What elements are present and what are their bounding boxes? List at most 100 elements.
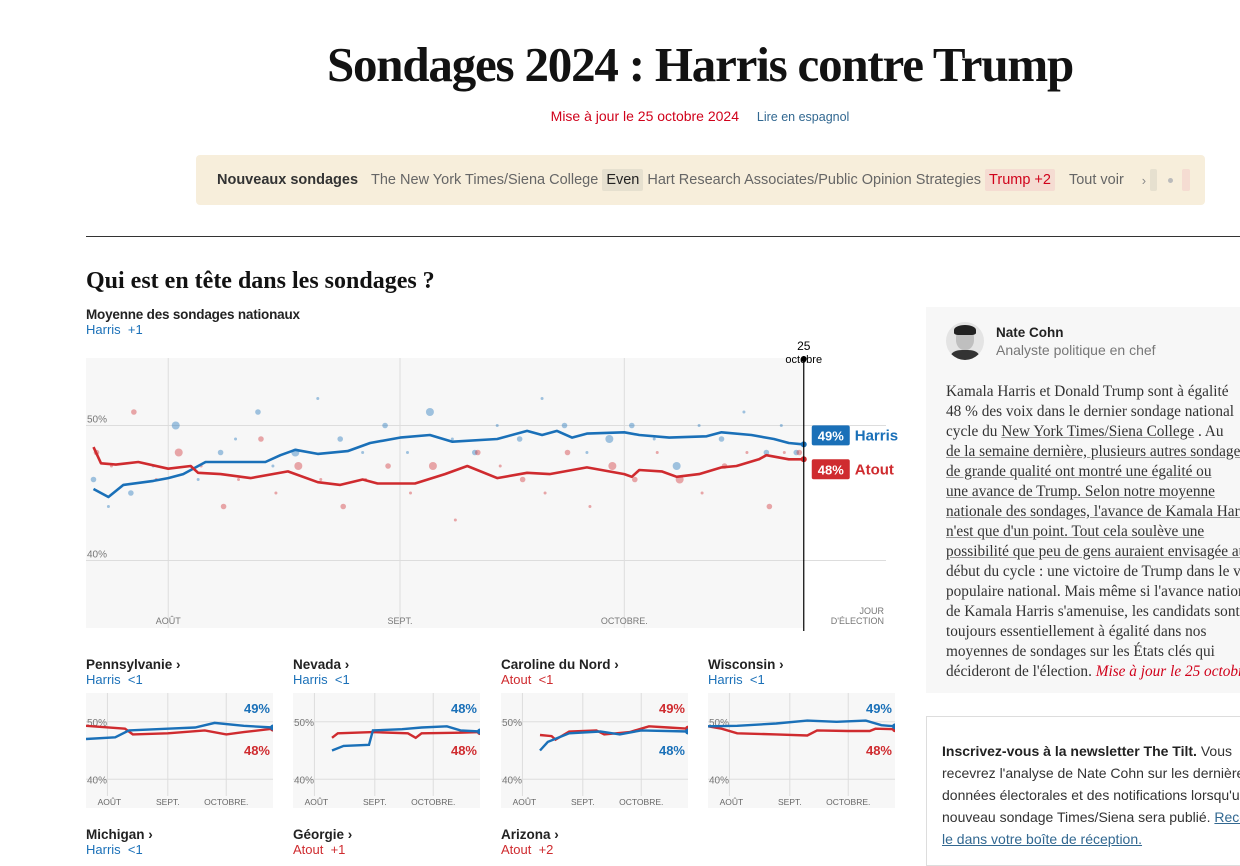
state-mini-chart: 50% 40% AOÛT SEPT. OCTOBRE. 48% 49% bbox=[501, 693, 688, 808]
newsletter-signup-link[interactable]: le dans votre boîte de réception. bbox=[942, 831, 1143, 847]
poll-dot-harris bbox=[106, 505, 110, 508]
end-label-box bbox=[811, 425, 850, 446]
state-name[interactable]: Caroline du Nord › bbox=[501, 657, 619, 672]
state-name[interactable]: Nevada › bbox=[293, 657, 350, 672]
y-tick-label: 40% bbox=[87, 775, 107, 786]
x-tick-label: AOÛT bbox=[513, 797, 537, 807]
today-label-month: octobre bbox=[785, 354, 822, 366]
y-tick-label: 40% bbox=[709, 775, 729, 786]
article-link[interactable]: de grande qualité ont montré une égalité… bbox=[946, 463, 1212, 480]
x-tick-label: OCTOBRE. bbox=[411, 797, 455, 807]
poll-dot-harris bbox=[585, 451, 589, 454]
series-line-harris bbox=[92, 429, 804, 499]
poll-dot-trump bbox=[408, 491, 412, 495]
article-link[interactable]: n'est que d'un point. Tout cela soulève … bbox=[946, 523, 1205, 540]
lead-candidate: Atout bbox=[501, 672, 532, 687]
state-name[interactable]: Wisconsin › bbox=[708, 657, 784, 672]
text: moyennes de sondages sur les États clés … bbox=[946, 643, 1215, 660]
lead-candidate: Harris bbox=[86, 842, 121, 857]
text: cycle du bbox=[946, 423, 1002, 440]
poll-dot-harris bbox=[672, 462, 681, 470]
series-line-harris bbox=[539, 729, 688, 752]
author-role: Analyste politique en chef bbox=[996, 341, 1156, 358]
poll-dot-harris bbox=[718, 436, 725, 442]
poll-dot-trump bbox=[543, 491, 547, 495]
harris-end-label: 49% bbox=[244, 701, 270, 716]
poll-dot-harris bbox=[425, 408, 434, 416]
state-name[interactable]: Pennsylvanie › bbox=[86, 657, 181, 672]
article-link[interactable]: une avance de Trump. Selon notre moyenne bbox=[946, 483, 1215, 500]
poll-dot-harris bbox=[540, 397, 544, 400]
state-chart-4[interactable]: Michigan › Harris <1 bbox=[86, 827, 274, 857]
poll-source[interactable]: The New York Times/Siena College bbox=[371, 172, 599, 188]
newsletter-box: Inscrivez-vous à la newsletter The Tilt.… bbox=[926, 716, 1240, 866]
poll-dot-trump bbox=[782, 451, 786, 454]
lead-margin: +1 bbox=[127, 322, 143, 337]
poll-dot-trump bbox=[564, 449, 571, 456]
y-tick-label: 40% bbox=[294, 775, 314, 786]
text-line: moyennes de sondages sur les États clés … bbox=[946, 642, 1240, 662]
state-name[interactable]: Michigan › bbox=[86, 827, 153, 842]
x-tick-label: SEPT. bbox=[571, 797, 595, 807]
series-line-trump bbox=[86, 724, 273, 736]
harris-end-label: 49% bbox=[866, 701, 892, 716]
state-chart-3[interactable]: Wisconsin › Harris <1 50% 40% AOÛT SEPT. OCTOB… bbox=[708, 657, 896, 808]
x-tick-label: AOÛT bbox=[720, 797, 744, 807]
lead-candidate: Harris bbox=[86, 322, 121, 337]
poll-dot-trump bbox=[655, 451, 659, 454]
state-chart-6[interactable]: Arizona › Atout +2 bbox=[501, 827, 689, 857]
series-line-trump bbox=[331, 730, 480, 740]
state-chart-5[interactable]: Géorgie › Atout +1 bbox=[293, 827, 481, 857]
poll-dot-harris bbox=[652, 437, 656, 441]
newsletter-text: recevrez l'analyse de Nate Cohn sur les … bbox=[942, 765, 1240, 781]
state-chart-2[interactable]: Caroline du Nord › Atout <1 50% 40% AOÛT SEPT… bbox=[501, 657, 689, 808]
poll-dot-trump bbox=[294, 462, 303, 470]
state-lead: Harris <1 bbox=[86, 672, 274, 687]
chart-lead: Harris +1 bbox=[86, 322, 143, 337]
text: Kamala Harris et Donald Trump sont à éga… bbox=[946, 383, 1229, 400]
poll-dot-trump bbox=[745, 451, 749, 454]
state-name[interactable]: Géorgie › bbox=[293, 827, 353, 842]
lead-margin: <1 bbox=[127, 842, 143, 857]
state-chart-0[interactable]: Pennsylvanie › Harris <1 50% 40% AOÛT SEPT. OC… bbox=[86, 657, 274, 808]
text: populaire national. Mais même si l'avanc… bbox=[946, 583, 1240, 600]
spanish-link[interactable]: Lire en espagnol bbox=[756, 110, 850, 124]
chevron-right-icon[interactable]: › bbox=[1141, 172, 1147, 188]
poll-source[interactable]: Hart Research Associates/Public Opinion … bbox=[647, 172, 982, 188]
plot-background bbox=[501, 693, 688, 808]
lead-margin: +2 bbox=[538, 842, 554, 857]
subtitle-row: Mise à jour le 25 octobre 2024 Lire en e… bbox=[0, 108, 1240, 124]
poll-dot-harris bbox=[337, 436, 344, 442]
x-tick-label: OCTOBRE. bbox=[204, 797, 248, 807]
poll-dot-trump bbox=[700, 491, 704, 495]
lead-margin: +1 bbox=[330, 842, 346, 857]
text: toujours essentiellement à égalité dans … bbox=[946, 623, 1207, 640]
section-title: Qui est en tête dans les sondages ? bbox=[86, 268, 435, 294]
x-tick-label: JOUR bbox=[860, 606, 885, 616]
text: début du cycle : une victoire de Trump d… bbox=[946, 563, 1240, 580]
poll-dot-harris bbox=[763, 449, 770, 456]
lead-candidate: Harris bbox=[708, 672, 743, 687]
state-chart-1[interactable]: Nevada › Harris <1 50% 40% AOÛT SEPT. OCTOBRE.… bbox=[293, 657, 481, 808]
poll-dot-trump bbox=[498, 464, 502, 468]
state-lead: Atout +1 bbox=[293, 842, 481, 857]
newsletter-signup-link[interactable]: Recevez- bbox=[1214, 809, 1240, 825]
lead-margin: <1 bbox=[749, 672, 765, 687]
text-line: de Kamala Harris s'amenuise, les candida… bbox=[946, 602, 1240, 622]
lead-margin: <1 bbox=[127, 672, 143, 687]
article-link[interactable]: possibilité que peu de gens auraient env… bbox=[946, 543, 1240, 560]
article-link[interactable]: New York Times/Siena College bbox=[1001, 423, 1195, 440]
article-link[interactable]: de la semaine dernière, plusieurs autres… bbox=[946, 443, 1240, 460]
y-tick-label: 40% bbox=[87, 550, 107, 561]
series-end-dot bbox=[270, 724, 273, 731]
article-link[interactable]: nationale des sondages, l'avance de Kama… bbox=[946, 503, 1240, 520]
series-line-atout bbox=[92, 446, 804, 487]
state-name[interactable]: Arizona › bbox=[501, 827, 559, 842]
trump-end-label: 49% bbox=[659, 701, 685, 716]
x-tick-label: OCTOBRE. bbox=[826, 797, 870, 807]
see-all-link[interactable]: Tout voir bbox=[1068, 172, 1124, 188]
poll-dot-trump bbox=[319, 478, 323, 481]
trump-end-label: 48% bbox=[451, 743, 477, 758]
x-tick-label: AOÛT bbox=[305, 797, 329, 807]
state-lead: Atout <1 bbox=[501, 672, 689, 687]
